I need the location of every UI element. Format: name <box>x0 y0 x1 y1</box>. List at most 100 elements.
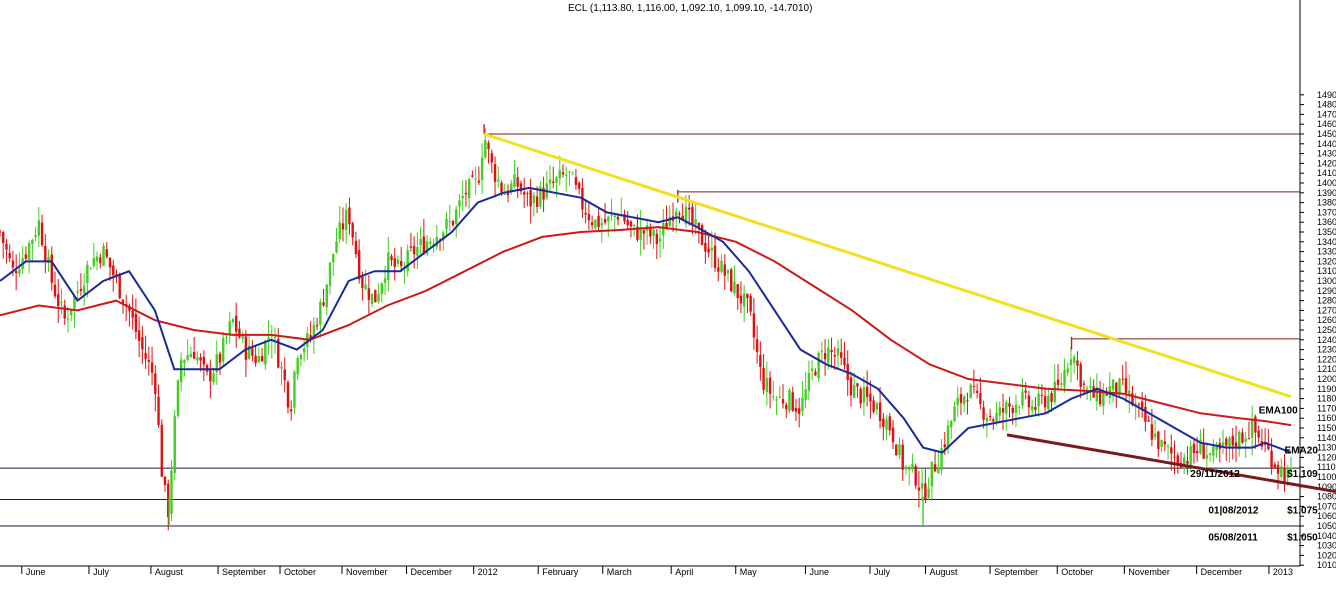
candle-body <box>558 170 561 179</box>
candle-body <box>503 194 506 196</box>
y-tick-label: 1380 <box>1317 198 1336 208</box>
candle-body <box>584 212 587 215</box>
x-tick-label: July <box>93 567 110 577</box>
candle-body <box>607 216 610 222</box>
y-tick-label: 1340 <box>1317 237 1336 247</box>
y-tick-label: 1070 <box>1317 501 1336 511</box>
candle-body <box>642 230 646 234</box>
candle-body <box>1098 389 1102 405</box>
candle-body <box>1073 356 1076 364</box>
candle-body <box>785 404 788 409</box>
candle-body <box>888 416 891 431</box>
candle-body <box>69 310 73 316</box>
candle-body <box>121 299 125 304</box>
annotation-label: EMA20 <box>1285 445 1319 456</box>
candle-body <box>1231 435 1234 446</box>
candle-body <box>1244 438 1247 442</box>
y-tick-label: 1030 <box>1317 541 1336 551</box>
candle-body <box>183 360 186 364</box>
candle-body <box>995 412 998 422</box>
candle-body <box>348 207 351 225</box>
candle-body <box>587 214 591 221</box>
candle-body <box>202 356 206 365</box>
candle-body <box>95 256 99 262</box>
candle-body <box>400 261 403 266</box>
candle-body <box>63 305 66 319</box>
candle-body <box>778 396 781 398</box>
candle-body <box>1257 430 1260 438</box>
candle-body <box>943 444 946 448</box>
candle-body <box>99 257 102 264</box>
candle-body <box>390 256 393 261</box>
y-tick-label: 1320 <box>1317 256 1336 266</box>
candle-body <box>416 247 419 256</box>
y-tick-label: 1300 <box>1317 276 1336 286</box>
y-tick-label: 1370 <box>1317 207 1336 217</box>
candle-body <box>374 289 377 303</box>
candle-body <box>1286 467 1289 478</box>
candle-body <box>179 359 183 383</box>
y-tick-label: 1390 <box>1317 188 1336 198</box>
candle-body <box>500 182 503 193</box>
candle-body <box>412 246 416 255</box>
candle-body <box>1160 440 1163 447</box>
y-tick-label: 1440 <box>1317 139 1336 149</box>
annotation-label: $1.109 <box>1287 469 1318 480</box>
candle-body <box>843 357 846 366</box>
candle-body <box>387 252 390 280</box>
candle-body <box>1173 456 1176 458</box>
candle-body <box>406 250 409 272</box>
candle-body <box>24 254 28 259</box>
candle-body <box>532 195 536 204</box>
candle-body <box>772 396 775 398</box>
candle-body <box>940 447 943 470</box>
y-tick-label: 1410 <box>1317 168 1336 178</box>
candle-body <box>911 463 914 470</box>
candle-body <box>73 295 76 311</box>
candle-body <box>341 223 345 230</box>
candle-body <box>1212 446 1215 456</box>
candle-body <box>160 424 163 477</box>
candle-body <box>1115 382 1118 395</box>
candle-body <box>260 356 264 362</box>
y-tick-label: 1200 <box>1317 374 1336 384</box>
candle-body <box>1144 406 1147 422</box>
y-tick-label: 1110 <box>1317 462 1336 472</box>
candle-body <box>710 247 714 251</box>
candle-body <box>662 223 665 236</box>
candle-body <box>293 371 296 408</box>
candle-body <box>199 357 202 361</box>
candle-body <box>749 295 752 312</box>
candle-body <box>542 188 545 200</box>
candle-body <box>914 466 917 486</box>
candle-body <box>471 175 474 177</box>
candle-body <box>687 207 691 210</box>
candle-body <box>833 355 836 357</box>
candle-body <box>924 483 927 500</box>
candle-body <box>526 193 529 195</box>
candle-body <box>351 223 354 238</box>
candle-body <box>590 222 594 226</box>
candle-body <box>167 483 170 518</box>
candle-body <box>154 373 157 394</box>
candle-body <box>0 231 2 233</box>
candle-body <box>1069 359 1073 366</box>
candle-body <box>319 301 322 325</box>
x-tick-label: June <box>809 567 829 577</box>
x-tick-label: December <box>1201 567 1243 577</box>
y-tick-label: 1060 <box>1317 511 1336 521</box>
candle-body <box>280 366 283 369</box>
candle-body <box>435 237 439 247</box>
chart-title: ECL (1,113.80, 1,116.00, 1,092.10, 1,099… <box>568 3 812 14</box>
candle-body <box>1102 391 1105 406</box>
candle-body <box>1205 455 1209 459</box>
y-tick-label: 1090 <box>1317 482 1336 492</box>
candle-body <box>244 336 248 360</box>
candle-body <box>1079 363 1082 387</box>
candle-body <box>338 222 341 240</box>
candle-body <box>979 392 982 404</box>
candle-body <box>623 214 626 222</box>
candle-body <box>458 200 461 207</box>
candle-body <box>1186 460 1189 464</box>
annotation-label: 05/08/2011 <box>1208 533 1258 544</box>
